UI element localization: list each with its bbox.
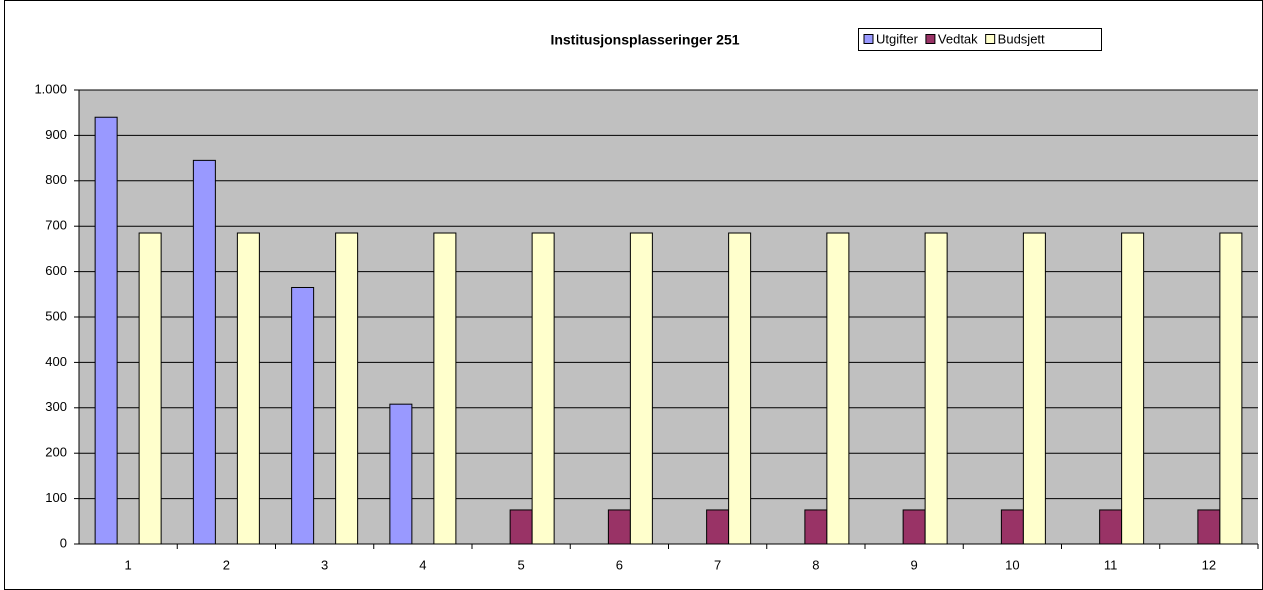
bar	[138, 232, 162, 545]
bar	[706, 509, 730, 545]
bar	[433, 232, 457, 545]
bar	[1219, 232, 1243, 545]
bar	[804, 509, 828, 545]
y-tick-label: 200	[45, 445, 67, 460]
bar	[94, 116, 118, 545]
legend-label: Vedtak	[938, 31, 978, 46]
x-tick-label: 3	[321, 557, 328, 572]
y-tick-label: 400	[45, 354, 67, 369]
chart-title: Institusjonsplasseringer 251	[550, 32, 739, 48]
y-tick-label: 500	[45, 308, 67, 323]
x-tick-label: 6	[616, 557, 623, 572]
bar	[629, 232, 653, 545]
x-tick-label: 10	[1005, 557, 1019, 572]
y-tick-label: 800	[45, 172, 67, 187]
bar	[728, 232, 752, 545]
bar	[826, 232, 850, 545]
y-tick-label: 600	[45, 263, 67, 278]
y-tick-label: 700	[45, 218, 67, 233]
bar	[335, 232, 359, 545]
x-tick-label: 2	[223, 557, 230, 572]
bar	[509, 509, 533, 545]
bar	[1121, 232, 1145, 545]
x-tick-label: 4	[419, 557, 426, 572]
bar	[389, 403, 413, 545]
bar	[1022, 232, 1046, 545]
y-tick-label: 0	[60, 535, 67, 550]
bar	[924, 232, 948, 545]
y-tick-label: 1.000	[34, 81, 67, 96]
bar	[607, 509, 631, 545]
x-tick-label: 5	[518, 557, 525, 572]
legend-swatch	[925, 34, 936, 44]
bar	[192, 159, 216, 545]
bar	[902, 509, 926, 545]
bar	[291, 286, 315, 545]
x-tick-label: 1	[125, 557, 132, 572]
y-tick-label: 900	[45, 127, 67, 142]
legend-box	[858, 28, 1102, 51]
legend: Utgifter Vedtak Budsjett	[858, 28, 1102, 51]
bar	[1197, 509, 1221, 545]
x-tick-label: 12	[1202, 557, 1216, 572]
y-tick-label: 300	[45, 399, 67, 414]
legend-swatch	[985, 34, 996, 44]
y-tick-label: 100	[45, 490, 67, 505]
bar	[1000, 509, 1024, 545]
bar	[236, 232, 260, 545]
x-tick-label: 9	[911, 557, 918, 572]
legend-label: Utgifter	[876, 31, 919, 46]
x-tick-label: 8	[812, 557, 819, 572]
x-tick-label: 11	[1104, 557, 1118, 572]
bar	[1099, 509, 1123, 545]
x-tick-label: 7	[714, 557, 721, 572]
legend-swatch	[863, 34, 874, 44]
legend-label: Budsjett	[998, 31, 1045, 46]
bar	[531, 232, 555, 545]
